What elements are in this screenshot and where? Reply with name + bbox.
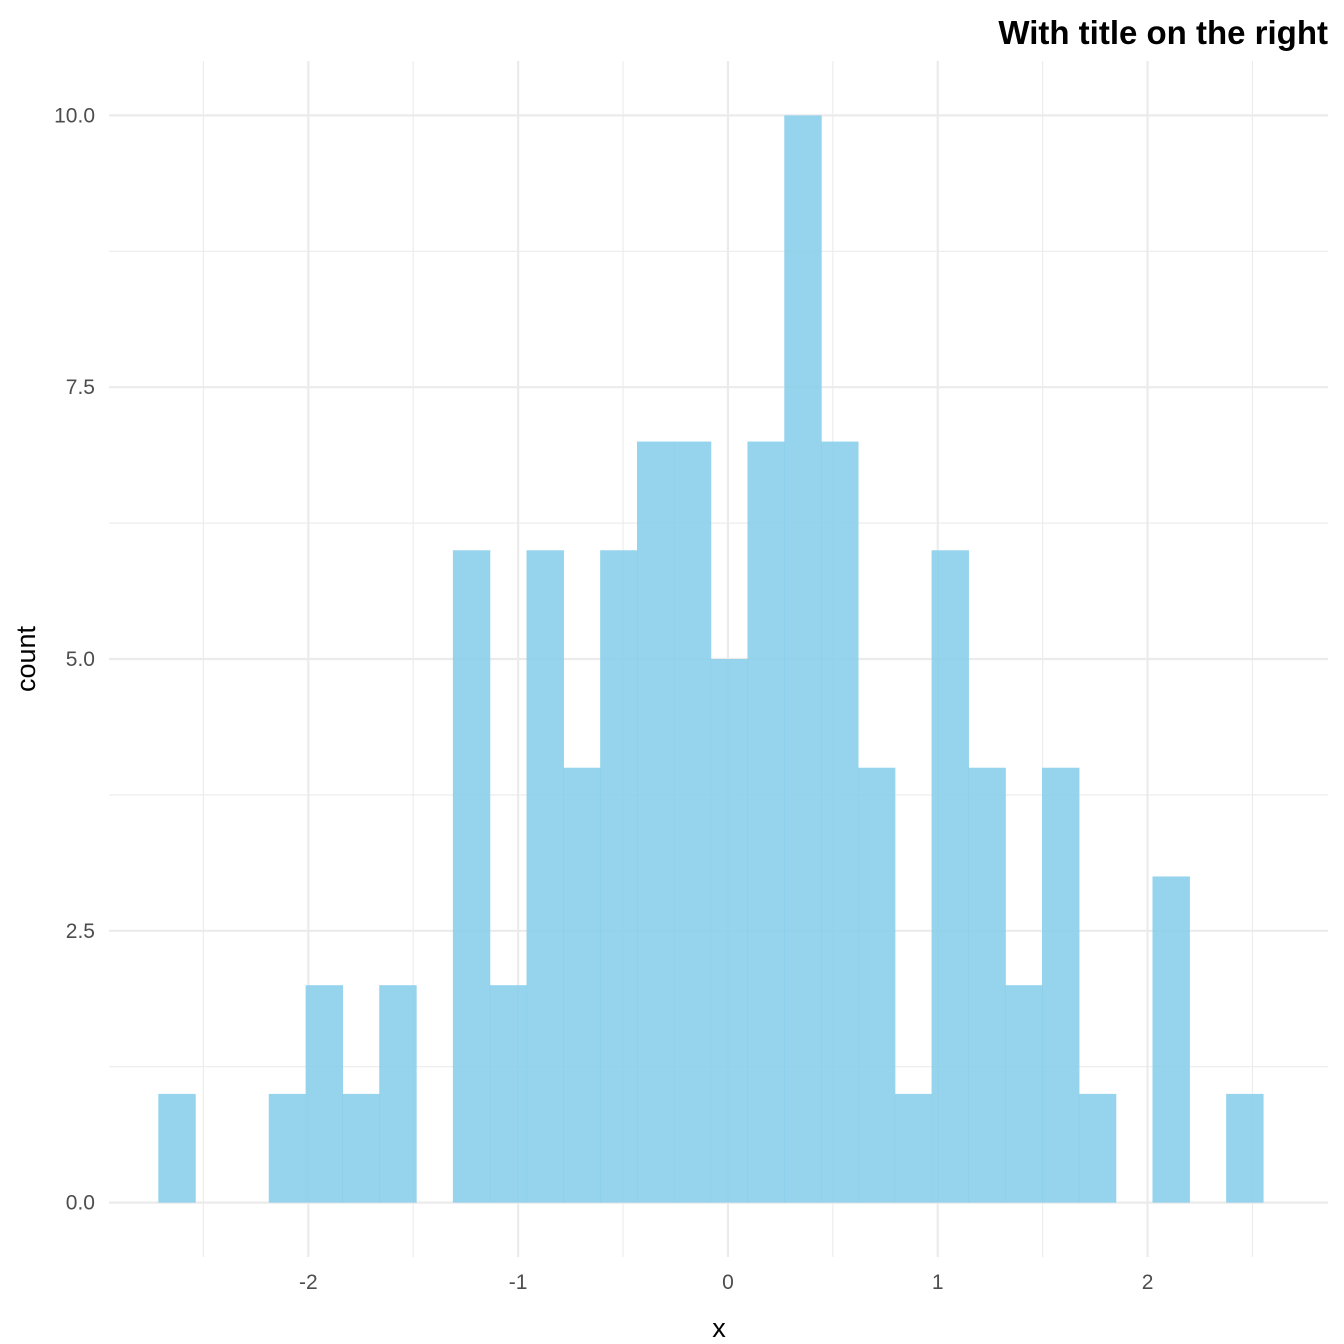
histogram-bar <box>968 767 1006 1203</box>
x-tick-label: -2 <box>299 1271 318 1294</box>
histogram-bar <box>784 115 822 1203</box>
tick-labels-layer: 0.0 2.5 5.0 7.5 10.0 -2 -1 0 1 2 <box>54 104 1153 1294</box>
y-tick-label: 10.0 <box>54 104 95 127</box>
histogram-bar <box>526 550 564 1203</box>
histogram-bar <box>1152 876 1190 1203</box>
histogram-bar <box>1226 1093 1264 1203</box>
x-tick-label: -1 <box>509 1271 528 1294</box>
histogram-bar <box>379 985 417 1203</box>
x-tick-label: 2 <box>1142 1271 1154 1294</box>
x-axis-title: x <box>712 1313 726 1343</box>
histogram-bar <box>821 441 859 1203</box>
histogram-bar <box>857 767 896 1203</box>
x-tick-label: 1 <box>932 1271 944 1294</box>
chart-title: With title on the right <box>998 14 1328 51</box>
histogram-bar <box>158 1093 196 1203</box>
histogram-bar <box>931 550 969 1203</box>
y-tick-label: 5.0 <box>66 648 95 671</box>
histogram-bar <box>489 985 528 1203</box>
y-axis-title: count <box>11 625 41 692</box>
histogram-bar <box>673 441 712 1203</box>
bars-layer <box>158 115 1264 1203</box>
histogram-bar <box>268 1093 307 1203</box>
histogram-bar <box>305 985 344 1203</box>
y-tick-label: 2.5 <box>66 920 95 943</box>
y-tick-label: 0.0 <box>66 1192 95 1215</box>
histogram-bar <box>342 1093 380 1203</box>
histogram-bar <box>1005 985 1043 1203</box>
x-tick-label: 0 <box>722 1271 734 1294</box>
histogram-bar <box>710 659 749 1203</box>
histogram-bar <box>636 441 675 1203</box>
histogram-bar <box>894 1093 933 1203</box>
histogram-bar <box>1042 767 1080 1203</box>
histogram-bar <box>452 550 491 1203</box>
histogram-bar <box>1078 1093 1117 1203</box>
histogram-bar <box>747 441 785 1203</box>
histogram-bar <box>600 550 638 1203</box>
y-tick-label: 7.5 <box>66 376 95 399</box>
histogram-bar <box>563 767 601 1203</box>
